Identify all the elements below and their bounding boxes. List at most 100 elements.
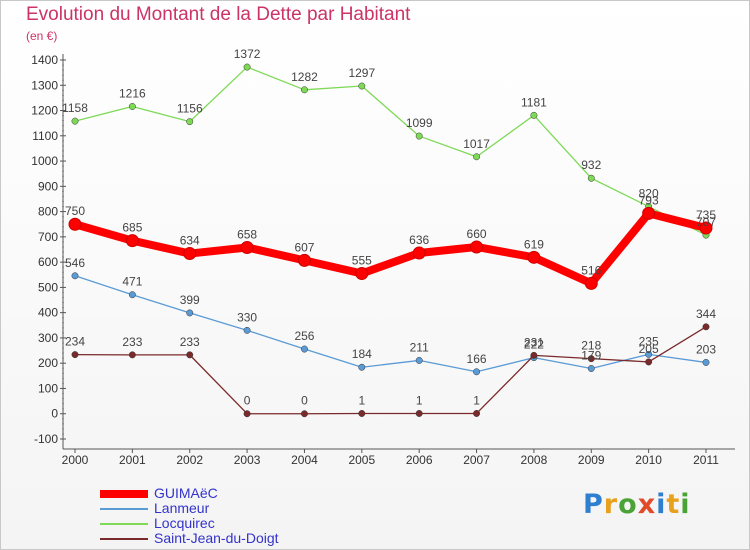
data-label: 184: [352, 347, 372, 361]
y-tick-label: 1100: [32, 129, 58, 143]
series-line-2: [74, 66, 707, 236]
data-label: 607: [294, 240, 314, 254]
data-point: [355, 267, 369, 281]
x-tick-label: 2010: [635, 453, 662, 467]
data-label: 231: [524, 335, 544, 349]
data-label: 233: [180, 335, 200, 349]
data-label: 516: [581, 263, 601, 277]
logo-letter: t: [666, 489, 681, 520]
data-point: [415, 410, 423, 417]
data-label: 1: [416, 393, 423, 407]
data-label: 1282: [291, 70, 318, 84]
data-label: 211: [410, 340, 429, 354]
data-point: [297, 253, 311, 267]
x-tick-label: 2006: [406, 453, 433, 467]
data-point: [645, 358, 653, 366]
data-label: 344: [696, 307, 716, 321]
legend-swatch: [100, 489, 148, 498]
data-label: 634: [180, 234, 200, 248]
data-point: [128, 103, 136, 110]
chart-title: Evolution du Montant de la Dette par Hab…: [26, 4, 411, 25]
data-label: 820: [639, 187, 659, 201]
x-tick-label: 2007: [463, 453, 490, 467]
y-tick-label: 800: [38, 205, 58, 219]
data-label: 1: [358, 393, 365, 407]
data-label: 233: [122, 335, 142, 349]
data-point: [183, 247, 197, 261]
data-point: [530, 111, 538, 119]
data-label: 546: [65, 256, 85, 270]
x-tick-label: 2000: [62, 453, 89, 467]
data-label: 1181: [521, 95, 547, 109]
data-point: [530, 351, 538, 359]
y-tick-label: 0: [51, 407, 58, 421]
data-point: [415, 132, 423, 140]
data-point: [243, 410, 251, 418]
data-label: 1156: [177, 102, 203, 116]
data-point: [473, 153, 480, 161]
data-label: 1099: [406, 116, 433, 130]
data-point: [642, 206, 656, 220]
data-label: 1158: [62, 101, 88, 115]
data-label: 203: [696, 342, 716, 356]
data-point: [301, 345, 308, 353]
data-label: 636: [409, 233, 429, 247]
data-point: [412, 246, 426, 260]
data-point: [587, 365, 595, 372]
y-tick-label: 700: [38, 230, 58, 244]
y-tick-label: 1400: [31, 53, 58, 67]
data-label: 707: [696, 215, 716, 229]
data-point: [645, 350, 653, 358]
data-label: 399: [180, 293, 200, 307]
data-point: [527, 250, 541, 264]
x-tick-label: 2003: [234, 453, 261, 467]
data-point: [699, 221, 713, 235]
data-label: 750: [65, 204, 85, 218]
data-label: 1297: [348, 66, 375, 80]
data-point: [71, 117, 79, 125]
data-point: [71, 272, 79, 280]
y-tick-label: 1300: [31, 78, 58, 92]
x-tick-label: 2002: [176, 453, 203, 467]
y-tick-label: 100: [38, 381, 58, 395]
legend-item: Locquirec: [100, 516, 279, 531]
data-point: [186, 351, 194, 359]
data-point: [702, 323, 710, 331]
x-tick-label: 2004: [291, 453, 318, 467]
data-label: 658: [237, 227, 257, 241]
data-label: 256: [294, 329, 314, 343]
data-label: 222: [524, 338, 544, 352]
x-tick-label: 2011: [693, 453, 719, 467]
data-point: [186, 118, 194, 126]
data-label: 179: [581, 349, 601, 363]
y-tick-label: 400: [38, 306, 58, 320]
proxiti-logo: Proxiti: [583, 489, 691, 520]
data-point: [358, 82, 366, 90]
data-point: [243, 63, 251, 71]
data-point: [301, 86, 308, 94]
series-line-0: [71, 209, 710, 288]
legend-item: GUIMAëC: [100, 486, 279, 501]
y-tick-label: 200: [38, 356, 58, 370]
data-point: [71, 351, 79, 359]
data-label: 660: [467, 227, 487, 241]
x-tick-label: 2001: [119, 453, 146, 467]
data-label: 1017: [463, 137, 490, 151]
data-label: 235: [639, 334, 659, 348]
data-label: 1372: [234, 47, 261, 61]
data-label: 555: [352, 254, 372, 268]
y-tick-label: 300: [38, 331, 58, 345]
logo-letter: o: [618, 489, 638, 520]
legend-label: GUIMAëC: [154, 485, 218, 501]
legend-item: Saint-Jean-du-Doigt: [100, 531, 279, 546]
data-label: 735: [696, 208, 716, 222]
data-point: [587, 174, 595, 182]
logo-letter: x: [637, 489, 657, 520]
logo-letter: i: [656, 489, 667, 520]
legend-item: Lanmeur: [100, 501, 279, 516]
data-point: [584, 276, 598, 290]
y-tick-label: -100: [34, 432, 58, 446]
data-label: 1216: [119, 86, 146, 100]
